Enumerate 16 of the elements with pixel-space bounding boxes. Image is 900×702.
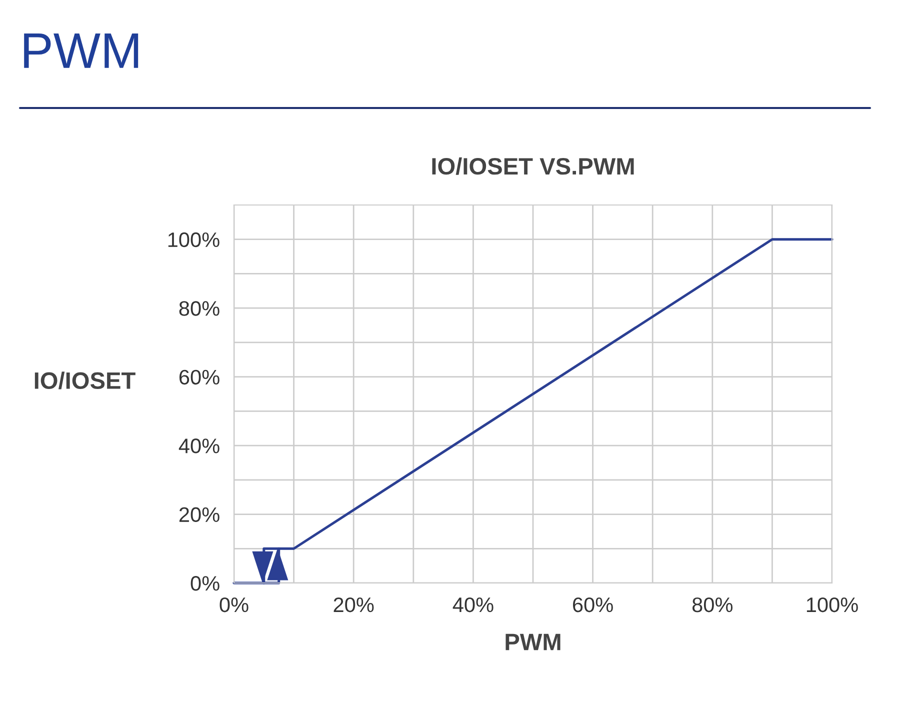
y-tick-label: 0% [190,576,220,591]
x-tick-label: 60% [573,597,613,612]
y-tick-label: 20% [179,507,220,522]
y-axis-title: IO/IOSET [34,372,136,390]
x-tick-label: 20% [334,597,374,612]
y-tick-label: 100% [168,232,220,248]
y-tick-label: 60% [179,370,220,385]
chart-title: IO/IOSET VS.PWM [432,157,634,175]
x-axis-title: PWM [506,634,560,650]
x-tick-label: 0% [220,597,248,612]
x-tick-label: 100% [806,597,858,612]
text: PWM [24,34,138,68]
x-tick-label: 40% [452,597,494,612]
y-tick-label: 40% [178,438,220,454]
x-tick-label: 80% [692,597,733,612]
y-tick-label: 80% [179,301,220,316]
